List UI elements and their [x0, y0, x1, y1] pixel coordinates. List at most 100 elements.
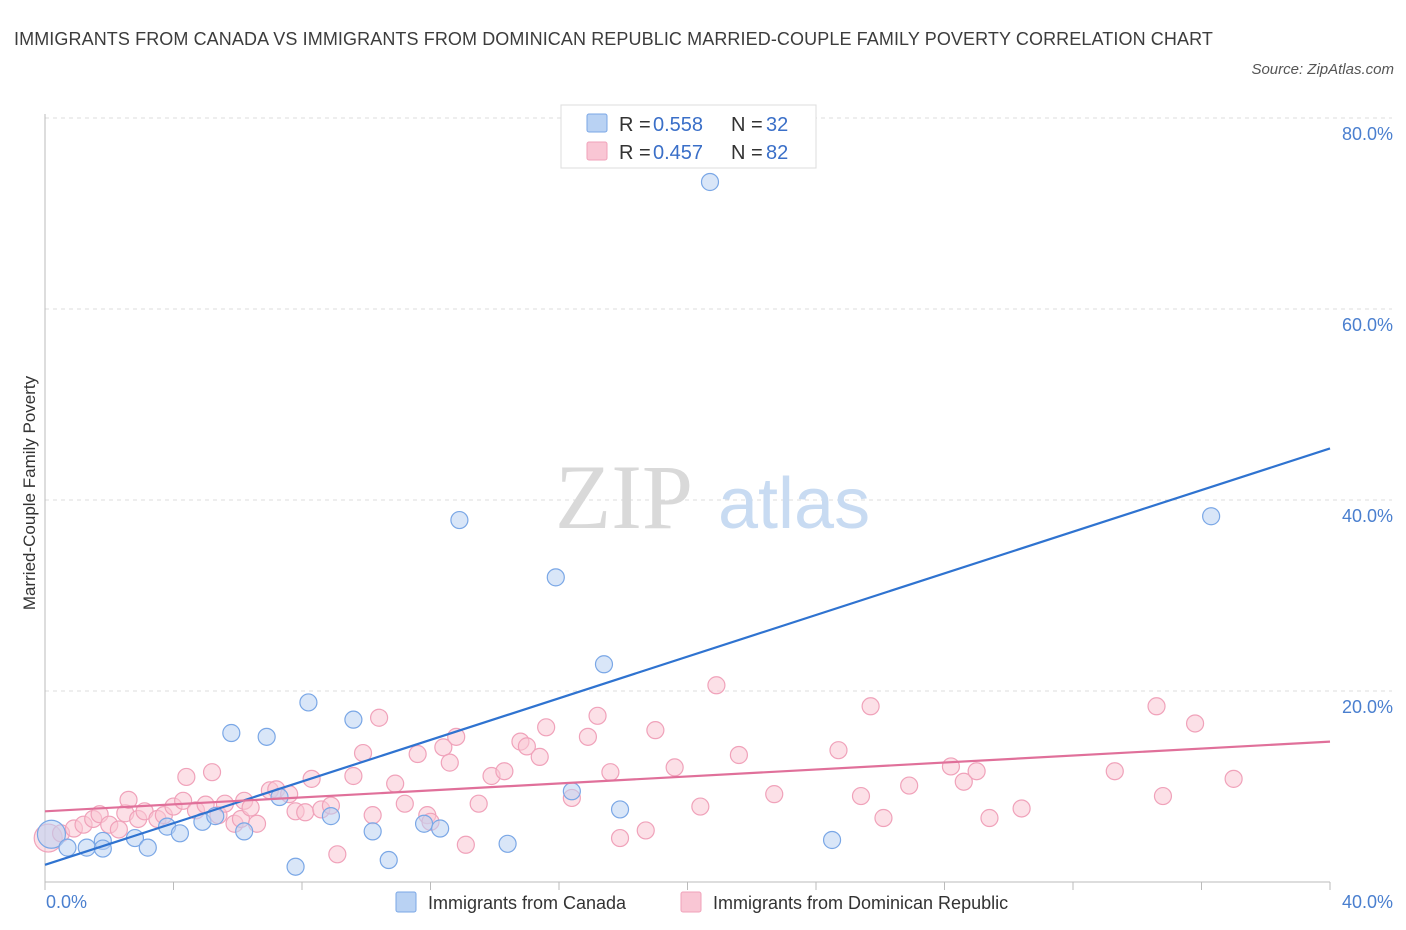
series-dominican-points [33, 676, 1243, 864]
dominican-point [967, 762, 986, 781]
y-tick-label: 60.0% [1342, 315, 1393, 335]
dominican-point [370, 708, 389, 727]
canada-point [498, 834, 517, 853]
dominican-point [610, 828, 630, 848]
dominican-point [765, 785, 784, 804]
dominican-point [344, 766, 363, 786]
dominican-point [1105, 762, 1124, 781]
dominican-point [363, 806, 382, 825]
dominican-point [434, 738, 453, 757]
canada-point [450, 510, 469, 530]
dominican-point [456, 835, 475, 854]
dominican-point [296, 803, 315, 822]
dominican-point [578, 727, 598, 746]
legend-n-label-dominican: N = [731, 142, 768, 164]
dominican-point [408, 744, 427, 764]
y-tick-label: 40.0% [1342, 506, 1393, 526]
dominican-point [665, 758, 684, 777]
dominican-point [601, 763, 620, 782]
dominican-point [202, 763, 222, 782]
dominican-point [861, 697, 880, 716]
x-tick-labels: 0.0% 40.0% [46, 892, 1393, 912]
series-canada-points [36, 172, 1221, 876]
series-legend: Immigrants from Canada Immigrants from D… [395, 891, 1008, 913]
canada-point [594, 655, 614, 674]
canada-point [431, 819, 450, 838]
canada-point [286, 857, 305, 876]
gridlines [45, 117, 1392, 692]
dominican-point [469, 794, 488, 813]
y-tick-label: 20.0% [1342, 697, 1393, 717]
canada-point [1202, 507, 1221, 526]
legend-n-value-dominican: 82 [766, 142, 788, 164]
canada-point [379, 850, 398, 870]
dominican-point [119, 790, 138, 809]
dominican-point [707, 676, 726, 695]
series-legend-label-canada: Immigrants from Canada [428, 893, 627, 913]
dominican-point [900, 776, 919, 795]
dominican-point [328, 845, 347, 864]
dominican-point [646, 721, 665, 740]
canada-point [138, 838, 157, 857]
dominican-point [1012, 799, 1031, 818]
canada-trend-line [44, 447, 1331, 866]
dominican-point [177, 767, 196, 787]
dominican-trend-line [44, 740, 1331, 813]
dominican-point [517, 737, 536, 756]
watermark-zip: ZIP [555, 446, 693, 548]
canada-point [235, 822, 254, 841]
chart-title: IMMIGRANTS FROM CANADA VS IMMIGRANTS FRO… [14, 29, 1213, 49]
legend-r-value-dominican: 0.457 [653, 142, 703, 164]
dominican-point [980, 808, 999, 828]
x-tick-label: 0.0% [46, 892, 87, 912]
dominican-point [530, 747, 549, 766]
canada-point [414, 814, 434, 833]
dominican-point [386, 774, 405, 793]
canada-point [546, 568, 565, 587]
dominican-point [588, 706, 607, 725]
canada-point [344, 710, 363, 729]
dominican-point [537, 718, 556, 737]
canada-point [700, 172, 720, 192]
dominican-point [874, 808, 893, 828]
legend-r-value-canada: 0.558 [653, 114, 703, 136]
dominican-point [829, 741, 848, 760]
canada-point [170, 824, 190, 843]
canada-point [562, 782, 581, 801]
canada-point [257, 727, 276, 746]
dominican-point [109, 820, 128, 839]
dominican-point [851, 786, 871, 806]
canada-point [299, 693, 318, 712]
y-tick-label: 80.0% [1342, 124, 1393, 144]
legend-n-label-canada: N = [731, 114, 768, 136]
correlation-legend: R = 0.558 N = 32 R = 0.457 N = 82 [560, 104, 817, 169]
legend-r-label-dominican: R = [619, 142, 656, 164]
dominican-point [1153, 786, 1173, 806]
canada-point [610, 800, 630, 819]
series-legend-swatch-canada [395, 891, 417, 913]
canada-point [822, 830, 842, 850]
x-ticks [44, 882, 1331, 890]
legend-swatch-canada [586, 113, 608, 133]
dominican-point [636, 821, 655, 840]
dominican-point [495, 762, 514, 781]
dominican-point [729, 745, 749, 765]
y-tick-labels: 20.0% 40.0% 60.0% 80.0% [1342, 124, 1393, 717]
dominican-point [1147, 697, 1166, 716]
canada-point [363, 822, 382, 841]
dominican-point [954, 772, 973, 791]
dominican-point [691, 797, 710, 816]
source-label: Source: ZipAtlas.com [1251, 61, 1394, 78]
x-tick-label: 40.0% [1342, 892, 1393, 912]
dominican-point [1185, 714, 1205, 733]
series-legend-swatch-dominican [680, 891, 702, 913]
canada-point [36, 819, 67, 849]
canada-point [321, 807, 341, 826]
canada-point [222, 723, 241, 743]
y-axis-label: Married-Couple Family Poverty [20, 375, 39, 610]
dominican-point [1224, 769, 1243, 788]
legend-swatch-dominican [586, 141, 608, 161]
dominican-point [395, 794, 414, 813]
watermark-atlas: atlas [718, 464, 870, 544]
